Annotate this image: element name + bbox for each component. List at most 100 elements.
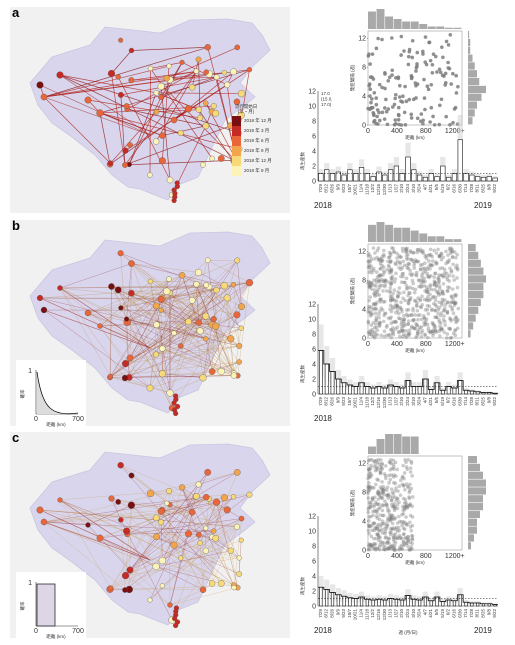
- ts-bar: [493, 178, 498, 181]
- ts-bar: [348, 170, 353, 181]
- scatter-point: [371, 497, 375, 501]
- ts-xtick: 10/7: [347, 184, 352, 193]
- scatter-ylabel: 発症間隔 (週): [349, 64, 356, 91]
- year-label-right: 2019: [474, 626, 492, 635]
- right-histogram-bar: [468, 70, 477, 77]
- scatter-point: [393, 548, 397, 552]
- scatter-point: [383, 527, 387, 531]
- scatter-point: [370, 473, 374, 477]
- city-marker: [214, 75, 219, 80]
- scatter-point: [370, 106, 374, 110]
- scatter-point: [409, 249, 413, 253]
- ts-ytick: 8: [312, 119, 316, 126]
- scatter-point: [390, 544, 394, 548]
- scatter-point: [388, 289, 392, 293]
- city-marker: [115, 287, 121, 293]
- city-marker: [86, 523, 91, 528]
- scatter-point: [402, 314, 406, 318]
- scatter-point: [422, 321, 426, 325]
- ts-ytick: 10: [308, 104, 316, 111]
- city-marker: [163, 288, 170, 295]
- scatter-point: [418, 313, 422, 317]
- scatter-point: [379, 273, 383, 277]
- scatter-point: [454, 315, 458, 319]
- scatter-point: [381, 280, 385, 284]
- scatter-point: [371, 522, 375, 526]
- ts-bar: [343, 383, 346, 394]
- scatter-point: [415, 66, 419, 70]
- top-histogram-bar: [402, 22, 410, 30]
- city-marker: [129, 473, 134, 478]
- city-marker: [147, 385, 153, 391]
- scatter-point: [432, 327, 436, 331]
- ts-ytick: 4: [312, 149, 316, 156]
- scatter-point: [381, 111, 385, 115]
- ts-xtick: 10/21: [353, 397, 358, 409]
- city-marker: [122, 375, 128, 381]
- ts-bar: [359, 168, 364, 182]
- city-marker: [231, 494, 236, 499]
- scatter-point: [407, 314, 411, 318]
- scatter-xtick: 0: [366, 553, 370, 560]
- city-marker: [37, 507, 44, 514]
- year-label-left: 2018: [314, 201, 332, 210]
- scatter-point: [391, 514, 395, 518]
- ts-bar: [430, 601, 433, 606]
- ts-xtick: 9/8: [486, 184, 491, 191]
- city-marker: [148, 279, 153, 284]
- scatter-point: [427, 88, 431, 92]
- city-marker: [164, 501, 169, 506]
- scatter-point: [431, 63, 435, 67]
- scatter-point: [372, 91, 376, 95]
- scatter-point: [367, 84, 371, 88]
- scatter-point: [410, 474, 414, 478]
- city-marker: [235, 258, 240, 263]
- top-histogram-bar: [419, 24, 427, 29]
- inset-xlabel: 距離 (km): [46, 421, 66, 428]
- city-marker: [185, 105, 192, 112]
- scatter-point: [455, 91, 459, 95]
- scatter-point: [398, 286, 402, 290]
- scatter-ytick: 12: [358, 461, 366, 468]
- scatter-point: [446, 61, 450, 65]
- scatter-point: [394, 122, 398, 126]
- top-histogram-bar: [377, 439, 385, 454]
- legend-label: 2018 年 12 月: [244, 117, 272, 124]
- city-marker: [167, 64, 172, 69]
- ts-ytick: 8: [312, 332, 316, 339]
- ts-bar: [412, 387, 415, 395]
- scatter-point: [381, 541, 385, 545]
- right-histogram-bar: [468, 283, 483, 290]
- scatter-point: [405, 542, 409, 546]
- scatter-xtick: 400: [391, 128, 403, 135]
- city-marker: [196, 320, 202, 326]
- scatter-point: [388, 271, 392, 275]
- scatter-point: [414, 69, 418, 73]
- scatter-point: [438, 334, 442, 338]
- scatter-point: [383, 499, 387, 503]
- scatter-point: [400, 35, 404, 39]
- scatter-point: [443, 320, 447, 324]
- scatter-point: [447, 43, 451, 47]
- ts-bar: [413, 599, 416, 606]
- scatter-point: [440, 326, 444, 330]
- scatter-point: [408, 269, 412, 273]
- scatter-point: [435, 330, 439, 334]
- scatter-point: [393, 509, 397, 513]
- scatter-point: [440, 97, 444, 101]
- ts-ytick: 4: [312, 362, 316, 369]
- scatter-point: [390, 278, 394, 282]
- city-marker: [158, 508, 165, 515]
- city-marker: [127, 355, 133, 361]
- scatter-point: [433, 123, 437, 127]
- scatter-point: [448, 267, 452, 271]
- ts-xtick: 1/13: [388, 184, 393, 193]
- top-histogram-bar: [377, 222, 385, 242]
- ts-bar: [354, 387, 357, 395]
- ts-bar: [447, 387, 450, 395]
- scatter-point: [372, 246, 376, 250]
- scatter-point: [379, 321, 383, 325]
- ts-xtick: 8/11: [475, 184, 480, 193]
- scatter-point: [374, 311, 378, 315]
